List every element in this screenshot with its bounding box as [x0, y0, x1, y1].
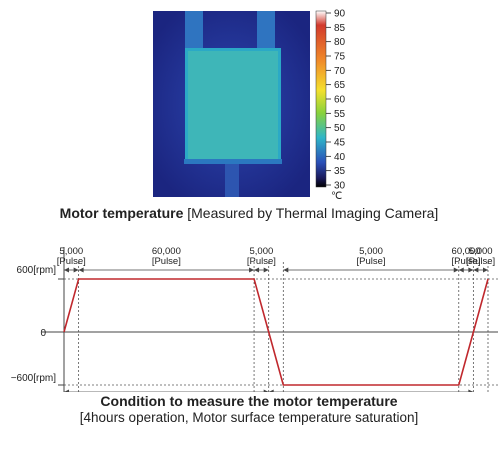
scale-tick-label: 35	[334, 166, 346, 177]
y-axis-label: 600[rpm]	[17, 265, 57, 276]
arrow-head-left	[64, 267, 69, 273]
chart-guides	[64, 262, 498, 392]
scale-tick-label: 40	[334, 152, 346, 163]
scale-tick-label: 60	[334, 95, 346, 106]
scale-tick-label: 70	[334, 66, 346, 77]
dimension-value: 5,000	[249, 246, 273, 257]
color-scale-ticks: 90 85 80 75 70 65 60 55 50 45 40 35 30	[326, 9, 346, 192]
arrow-head-right	[263, 389, 269, 392]
arrow-head-right	[263, 267, 269, 273]
arrow-head-right	[73, 267, 79, 273]
dimension-value: 5,000	[59, 246, 83, 257]
dimension-unit: [Pulse]	[452, 256, 481, 267]
scale-tick-label: 80	[334, 37, 346, 48]
arrow-head-left	[473, 267, 479, 273]
thermal-image-figure: 90 85 80 75 70 65 60 55 50 45 40 35 30 ℃	[153, 9, 346, 200]
dimension-unit: [Pulse]	[57, 256, 86, 267]
arrow-head-left	[64, 389, 69, 392]
motor-temperature-caption: Motor temperature [Measured by Thermal I…	[0, 205, 498, 221]
dimension-value: 5,000	[469, 246, 493, 257]
motor-top-right	[257, 11, 275, 51]
scale-tick-label: 85	[334, 23, 346, 34]
color-scale-unit: ℃	[331, 191, 342, 200]
motor-shaft	[225, 164, 239, 197]
scale-tick-label: 30	[334, 181, 346, 192]
arrow-head-right	[483, 267, 488, 273]
arrow-head-right	[468, 267, 474, 273]
caption-title: Motor temperature	[59, 205, 184, 221]
arrow-head-right	[453, 267, 459, 273]
speed-curve	[63, 278, 489, 386]
arrow-head-left	[254, 267, 260, 273]
dimension-unit: [Pulse]	[247, 256, 276, 267]
speed-profile-chart: 600[rpm]0−600[rpm]5,000[Pulse]60,000[Pul…	[11, 246, 498, 392]
motor-flange	[184, 159, 282, 164]
y-axis-label: 0	[40, 328, 46, 339]
arrow-head-left	[458, 267, 464, 273]
arrow-head-left	[78, 267, 84, 273]
dimension-value: 60,000	[452, 246, 481, 257]
chart-labels: 600[rpm]0−600[rpm]5,000[Pulse]60,000[Pul…	[11, 246, 496, 384]
chart-title: Condition to measure the motor temperatu…	[100, 393, 398, 409]
arrow-head-left	[283, 267, 289, 273]
motor-body	[188, 51, 278, 161]
dimension-value: 60,000	[152, 246, 181, 257]
scale-tick-label: 75	[334, 52, 346, 63]
scale-tick-label: 90	[334, 9, 346, 20]
dimension-unit: [Pulse]	[466, 256, 495, 267]
scale-tick-label: 65	[334, 80, 346, 91]
y-axis-label: −600[rpm]	[11, 373, 57, 384]
scale-tick-label: 50	[334, 123, 346, 134]
scale-tick-label: 55	[334, 109, 346, 120]
chart-axes	[42, 247, 498, 392]
dimension-unit: [Pulse]	[152, 256, 181, 267]
dimension-value: 5,000	[359, 246, 383, 257]
caption-detail: [Measured by Thermal Imaging Camera]	[187, 205, 439, 221]
arrow-head-right	[468, 389, 474, 392]
dimension-unit: [Pulse]	[357, 256, 386, 267]
chart-dimension-arrows	[64, 267, 488, 392]
arrow-head-left	[268, 389, 274, 392]
scale-tick-label: 45	[334, 138, 346, 149]
motor-top-left	[185, 11, 203, 51]
arrow-head-right	[249, 267, 255, 273]
color-scale-bar	[315, 10, 327, 188]
chart-subtitle: [4hours operation, Motor surface tempera…	[79, 410, 419, 425]
